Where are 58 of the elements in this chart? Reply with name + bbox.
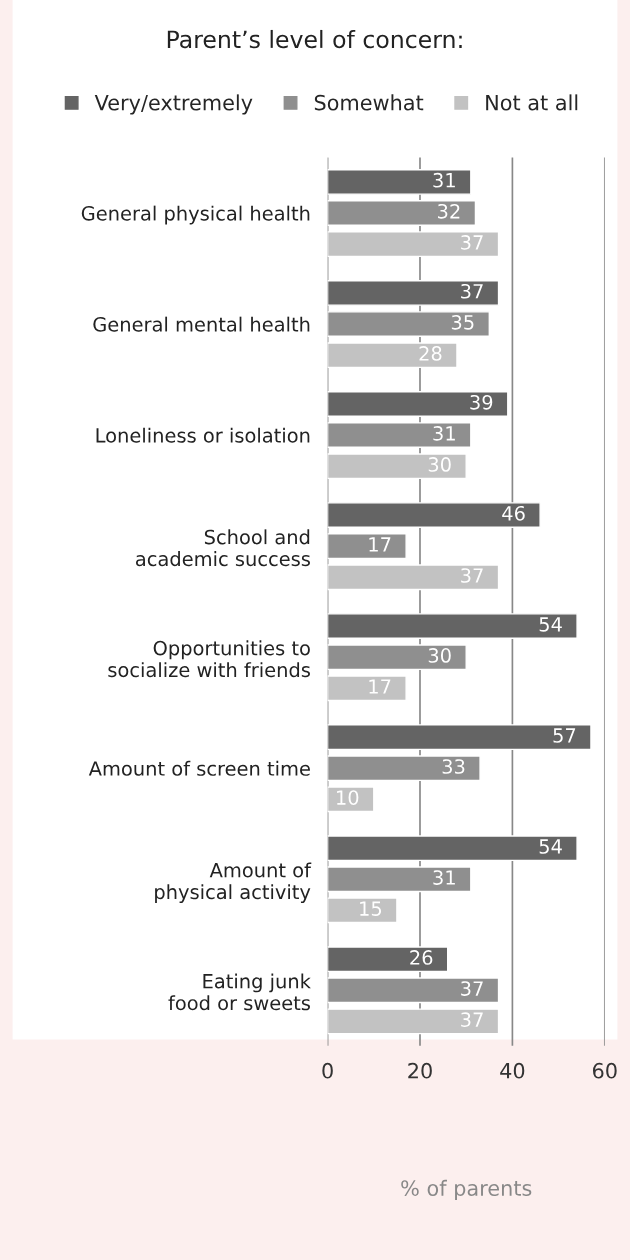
data-label: 33 [442, 759, 465, 774]
data-label: 28 [419, 346, 442, 361]
bar [327, 946, 449, 973]
data-label: 17 [369, 679, 391, 694]
x-tick-label: 20 [408, 1062, 432, 1079]
data-label: 10 [337, 790, 359, 805]
bar [327, 453, 467, 480]
data-label: 37 [461, 283, 483, 299]
data-label: 15 [360, 901, 382, 916]
bar [327, 280, 500, 306]
legend-label: Not at all [486, 94, 578, 111]
bar [327, 342, 458, 369]
bar [327, 564, 500, 591]
bar [327, 613, 578, 639]
chart-title: Parent’s level of concern: [167, 29, 462, 49]
data-label: 54 [539, 839, 562, 854]
y-tick-label: General physical health [81, 205, 310, 225]
data-label: 17 [369, 537, 391, 552]
bar [327, 231, 500, 258]
bar [327, 786, 375, 813]
bar [327, 502, 541, 528]
y-tick-label: Eating junk food or sweets [168, 973, 311, 1011]
bar [327, 391, 509, 417]
y-tick-label: Amount of physical activity [155, 862, 312, 904]
data-label: 37 [461, 235, 483, 250]
y-tick-label: School and academic success [136, 529, 310, 567]
bar [327, 724, 592, 751]
legend-label: Somewhat [314, 94, 424, 111]
data-label: 37 [461, 981, 483, 996]
bar [327, 533, 407, 560]
bar [327, 897, 398, 924]
legend-label: Very/extremely [94, 94, 253, 115]
y-tick-label: Amount of screen time [88, 760, 310, 776]
data-label: 46 [502, 505, 525, 521]
y-tick-label: Opportunities to socialize with friends [108, 640, 310, 678]
data-label: 37 [461, 1012, 483, 1028]
bar [327, 835, 578, 862]
x-tick-label: 60 [593, 1062, 617, 1079]
data-label: 26 [410, 950, 433, 965]
data-label: 54 [539, 617, 562, 632]
data-label: 30 [428, 457, 451, 472]
data-label: 31 [433, 870, 455, 885]
x-tick-label: 0 [322, 1062, 333, 1079]
data-label: 35 [451, 314, 474, 330]
bar [327, 675, 407, 702]
data-label: 30 [428, 648, 451, 663]
x-tick-label: 40 [500, 1062, 525, 1079]
data-label: 39 [470, 394, 493, 410]
data-label: 32 [438, 203, 460, 219]
x-axis-title: % of parents [401, 1179, 532, 1201]
y-tick-label: Loneliness or isolation [96, 427, 310, 443]
bar [327, 169, 472, 195]
data-label: 31 [433, 172, 455, 188]
data-label: 57 [553, 728, 576, 743]
data-label: 31 [433, 426, 455, 441]
y-tick-label: General mental health [93, 316, 310, 332]
data-label: 37 [461, 568, 483, 583]
bar [327, 1008, 500, 1035]
